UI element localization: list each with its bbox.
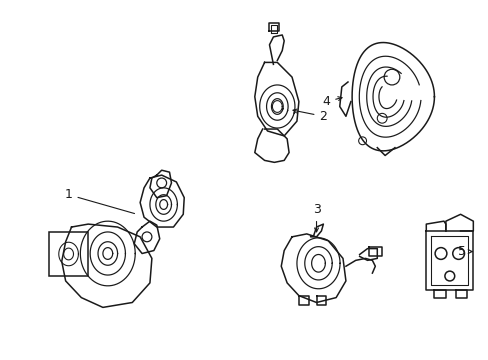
Text: 5: 5 bbox=[457, 245, 471, 258]
Text: 1: 1 bbox=[64, 188, 134, 213]
Text: 2: 2 bbox=[292, 109, 326, 123]
Text: 3: 3 bbox=[312, 203, 320, 232]
Text: 4: 4 bbox=[322, 95, 341, 108]
